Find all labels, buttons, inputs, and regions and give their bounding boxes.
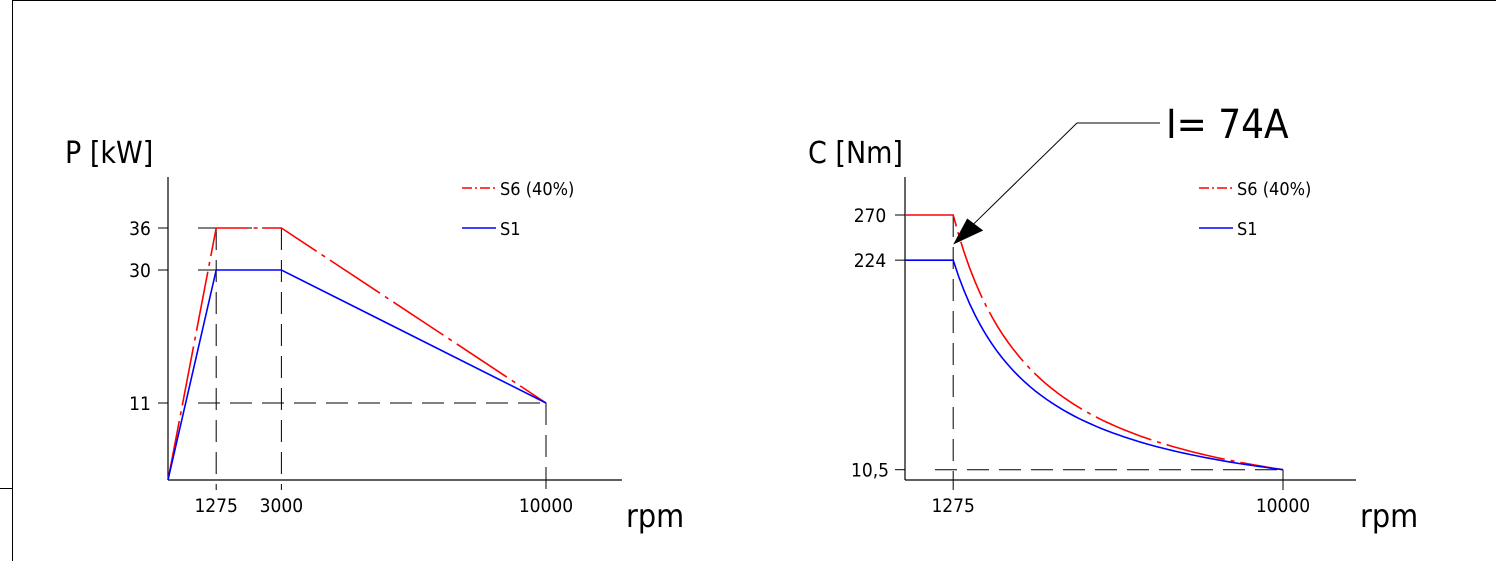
y-tick-label: 10,5 <box>851 460 889 482</box>
x-tick-label: 10000 <box>1256 495 1310 517</box>
legend-label: S1 <box>500 219 521 240</box>
legend-label: S6 (40%) <box>500 179 574 200</box>
y-axis-title: C [Nm] <box>808 136 903 171</box>
x-tick-label: 3000 <box>260 495 304 517</box>
y-axis-title: P [kW] <box>65 136 153 171</box>
series-line-s1 <box>167 269 547 481</box>
y-tick-label: 36 <box>129 218 151 240</box>
torque-chart: C [Nm] rpm 270 224 10,5 1275 10000 S6 (40%) S1 I=… <box>808 102 1418 535</box>
series-line-s6 <box>905 214 1284 471</box>
y-tick-label: 224 <box>854 250 887 272</box>
x-tick-label: 10000 <box>519 495 573 517</box>
power-chart: P [kW] rpm 36 30 11 1275 3000 10000 S6 (40%) S1 <box>65 136 684 535</box>
x-axis-title: rpm <box>626 497 684 535</box>
legend-label: S6 (40%) <box>1237 179 1311 200</box>
x-axis-title: rpm <box>1360 497 1418 535</box>
y-tick-label: 30 <box>129 260 151 282</box>
y-tick-label: 11 <box>129 393 151 415</box>
annotation-label: I= 74A <box>1166 102 1289 148</box>
annotation-arrowhead <box>953 218 984 245</box>
x-tick-label: 1275 <box>931 495 975 517</box>
series-line-s1 <box>905 259 1284 471</box>
x-tick-label: 1275 <box>194 495 238 517</box>
series-line-s6 <box>167 227 547 481</box>
annotation-leader <box>972 122 1160 225</box>
legend-label: S1 <box>1237 219 1258 240</box>
y-tick-label: 270 <box>854 205 887 227</box>
